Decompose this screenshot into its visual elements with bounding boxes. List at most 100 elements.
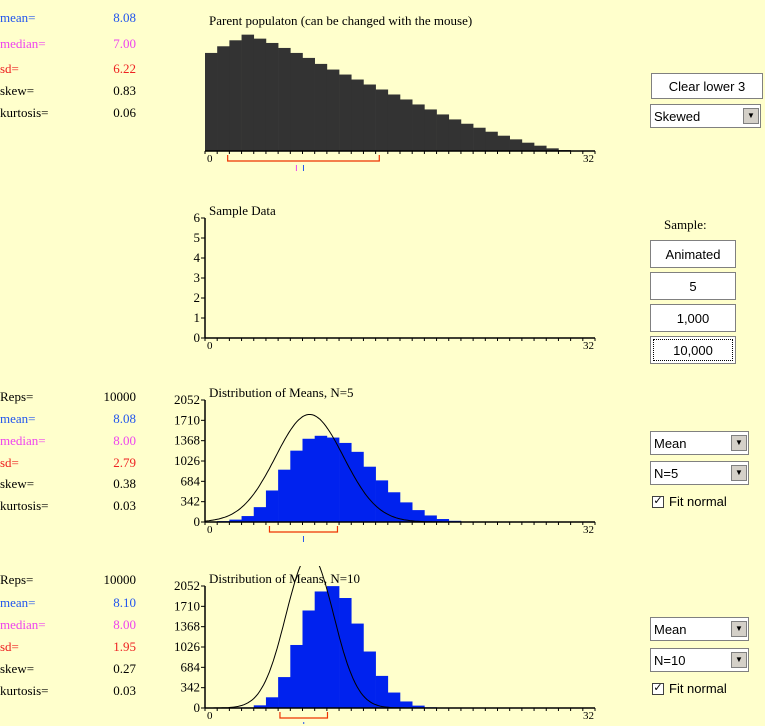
histogram-bar [339,598,352,708]
checkmark-icon[interactable]: ✓ [652,682,664,695]
histogram-bar [314,63,328,151]
stat-value: 8.08 [113,411,136,426]
histogram-bar [241,516,255,522]
histogram-bar [424,515,437,522]
stat-value: 0.38 [113,476,136,491]
y-tick-label: 6 [194,210,201,225]
histogram-bar [302,610,315,708]
chart-title: Sample Data [209,203,276,218]
sample-10000-button[interactable]: 10,000 [650,336,736,364]
histogram-bar [497,135,510,151]
fit-normal-checkbox-2[interactable]: ✓ Fit normal [652,681,727,696]
y-tick-label: 2052 [174,578,200,593]
sample-size-value: N=10 [654,652,686,668]
stat-label: kurtosis= [0,105,49,120]
chevron-down-icon: ▼ [731,435,747,451]
distribution-select[interactable]: Skewed ▼ [650,104,761,128]
stat-label: mean= [0,595,36,610]
histogram-bar [351,623,364,708]
clear-lower-button[interactable]: Clear lower 3 [651,73,763,99]
sample-size-select-1[interactable]: N=5 ▼ [650,461,749,485]
statistic-value: Mean [654,435,687,451]
stat-value: 0.03 [113,498,136,513]
histogram-bar [278,469,291,522]
y-tick-label: 342 [181,680,201,695]
histogram-bar [314,591,328,708]
sd-range-bracket [268,526,339,533]
stat-label: kurtosis= [0,498,49,513]
chevron-down-icon: ▼ [731,621,747,637]
statistic-select-1[interactable]: Mean ▼ [650,431,749,455]
histogram-bar [509,139,523,151]
histogram-bar [473,127,486,151]
stat-value: 8.00 [113,617,136,632]
histogram-bar [265,42,279,152]
histogram-bar [387,492,401,522]
histogram-bar [400,701,413,708]
histogram-bar [302,438,315,522]
stat-value: 8.08 [113,10,136,25]
x-tick-label: 0 [207,710,213,722]
histogram-bar [253,507,267,522]
stat-value: 2.79 [113,455,136,470]
histogram-bar [253,38,267,151]
y-tick-label: 1368 [174,619,200,634]
x-tick-label: 32 [583,524,594,536]
x-tick-label: 32 [583,340,594,352]
histogram-bar [326,437,340,522]
histogram-bar [339,442,352,522]
histogram-bar [436,114,450,151]
histogram-bar [351,451,364,522]
histogram-bar [339,74,352,151]
x-tick-label: 0 [207,340,213,352]
stat-label: mean= [0,10,36,25]
histogram-bar [363,651,376,708]
histogram-bar [375,89,389,151]
chevron-down-icon: ▼ [731,652,747,668]
stat-value: 6.22 [113,61,136,76]
stat-label: Reps= [0,572,34,587]
fit-normal-checkbox-1[interactable]: ✓ Fit normal [652,494,727,509]
histogram-bar [302,57,315,152]
statistic-select-2[interactable]: Mean ▼ [650,617,749,641]
histogram-bar [241,34,255,151]
histogram-bar [290,450,303,522]
histogram-bar [534,145,547,151]
parent-population-chart[interactable]: Parent populaton (can be changed with th… [155,8,600,178]
y-tick-label: 2 [194,290,201,305]
y-tick-label: 684 [181,473,201,488]
histogram-bar [326,69,340,151]
stat-value: 0.27 [113,661,136,676]
sample-label: Sample: [664,217,707,232]
stat-value: 8.10 [113,595,136,610]
animated-button[interactable]: Animated [650,240,736,268]
x-tick-label: 0 [207,524,213,536]
stat-label: median= [0,433,46,448]
sample-5-button[interactable]: 5 [650,272,736,300]
histogram-bar [265,697,279,708]
stat-label: mean= [0,411,36,426]
y-tick-label: 684 [181,659,201,674]
stat-label: median= [0,617,46,632]
stat-value: 1.95 [113,639,136,654]
histogram-bar [424,109,437,151]
y-tick-label: 0 [194,700,201,715]
histogram-bar [448,119,462,151]
chevron-down-icon: ▼ [743,108,759,124]
y-tick-label: 1 [194,310,201,325]
statistic-value: Mean [654,621,687,637]
histogram-bar [400,99,413,151]
sample-size-select-2[interactable]: N=10 ▼ [650,648,749,672]
histogram-bar [363,84,376,151]
histogram-bar [314,435,328,522]
histogram-bar [412,104,425,151]
fit-normal-curve [205,566,595,709]
stat-value: 0.06 [113,105,136,120]
chart-title: Distribution of Means, N=10 [209,571,360,586]
sample-1000-button[interactable]: 1,000 [650,304,736,332]
stat-value: 0.83 [113,83,136,98]
histogram-bar [546,148,559,151]
checkmark-icon[interactable]: ✓ [652,495,664,508]
histogram-bar [400,502,413,522]
stat-label: sd= [0,61,19,76]
